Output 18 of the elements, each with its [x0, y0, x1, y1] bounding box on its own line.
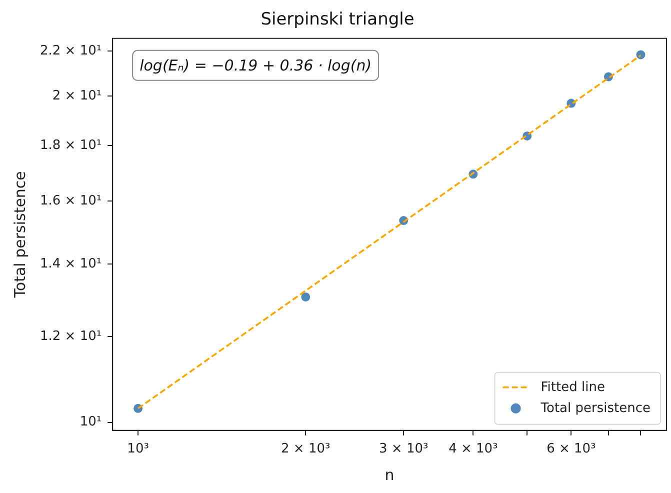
- legend-label: Fitted line: [540, 380, 605, 395]
- x-tick-label: 10³: [127, 442, 149, 457]
- legend-label: Total persistence: [540, 400, 651, 416]
- x-tick-label: 4 × 10³: [448, 442, 498, 457]
- x-tick-label: 2 × 10³: [281, 442, 330, 457]
- y-tick-label: 10¹: [80, 414, 102, 430]
- y-tick-label: 1.8 × 10¹: [40, 138, 102, 153]
- y-tick-label: 2.2 × 10¹: [40, 43, 102, 58]
- x-tick-label: 3 × 10³: [379, 442, 428, 457]
- y-tick-label: 1.6 × 10¹: [40, 193, 102, 208]
- y-axis-title: Total persistence: [10, 171, 29, 299]
- annotation: log(Eₙ) = −0.19 + 0.36 · log(n): [140, 56, 372, 74]
- x-axis-title: n: [384, 466, 394, 484]
- chart-title: Sierpinski triangle: [260, 10, 414, 30]
- y-tick-label: 1.2 × 10¹: [40, 328, 102, 344]
- y-tick-label: 1.4 × 10¹: [40, 256, 102, 272]
- y-tick-label: 2 × 10¹: [52, 88, 102, 104]
- x-tick-label: 6 × 10³: [546, 442, 596, 457]
